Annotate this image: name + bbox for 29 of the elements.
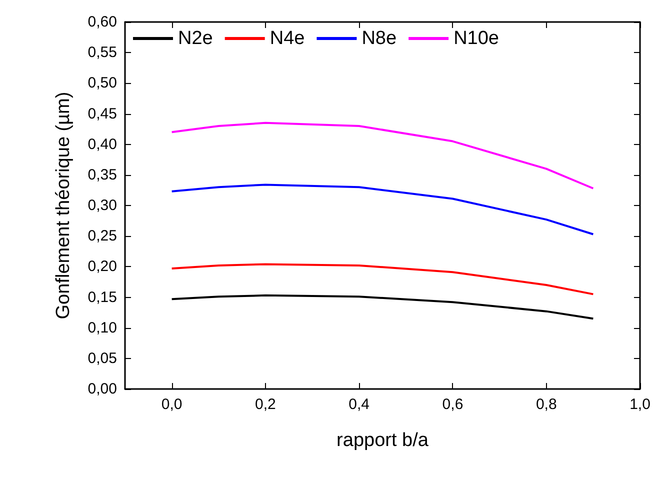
legend-label: N8e [362,28,397,49]
y-tick-label: 0,25 [88,228,117,245]
y-tick-label: 0,10 [88,319,117,336]
y-axis-title: Gonflement théorique (µm) [53,92,74,320]
y-tick-label: 0,00 [88,380,117,398]
x-tick-label: 0,0 [161,396,182,413]
line-series [170,184,594,236]
y-tick-label: 0,50 [88,74,117,92]
y-tick-label: 0,05 [88,350,117,367]
x-tick-label: 0,8 [536,396,557,413]
x-tick-label: 0,2 [255,396,276,413]
x-tick-label: 1,0 [630,396,650,413]
legend-label: N10e [454,28,499,49]
y-tick-label: 0,40 [88,136,117,153]
y-tick-label: 0,60 [88,14,117,30]
line-series [170,263,594,296]
y-tick-label: 0,20 [88,258,117,276]
line-series [170,294,594,320]
line-series [170,122,594,190]
legend-label: N4e [270,28,305,49]
y-tick-label: 0,15 [88,288,117,306]
y-tick-label: 0,35 [88,166,117,184]
x-tick-label: 0,4 [348,396,370,413]
y-tick-label: 0,55 [88,44,117,62]
y-tick-label: 0,45 [88,105,117,122]
x-tick-label: 0,6 [442,396,464,413]
x-axis-title: rapport b/a [336,430,429,451]
legend-label: N2e [178,28,213,49]
y-tick-label: 0,30 [88,197,117,214]
